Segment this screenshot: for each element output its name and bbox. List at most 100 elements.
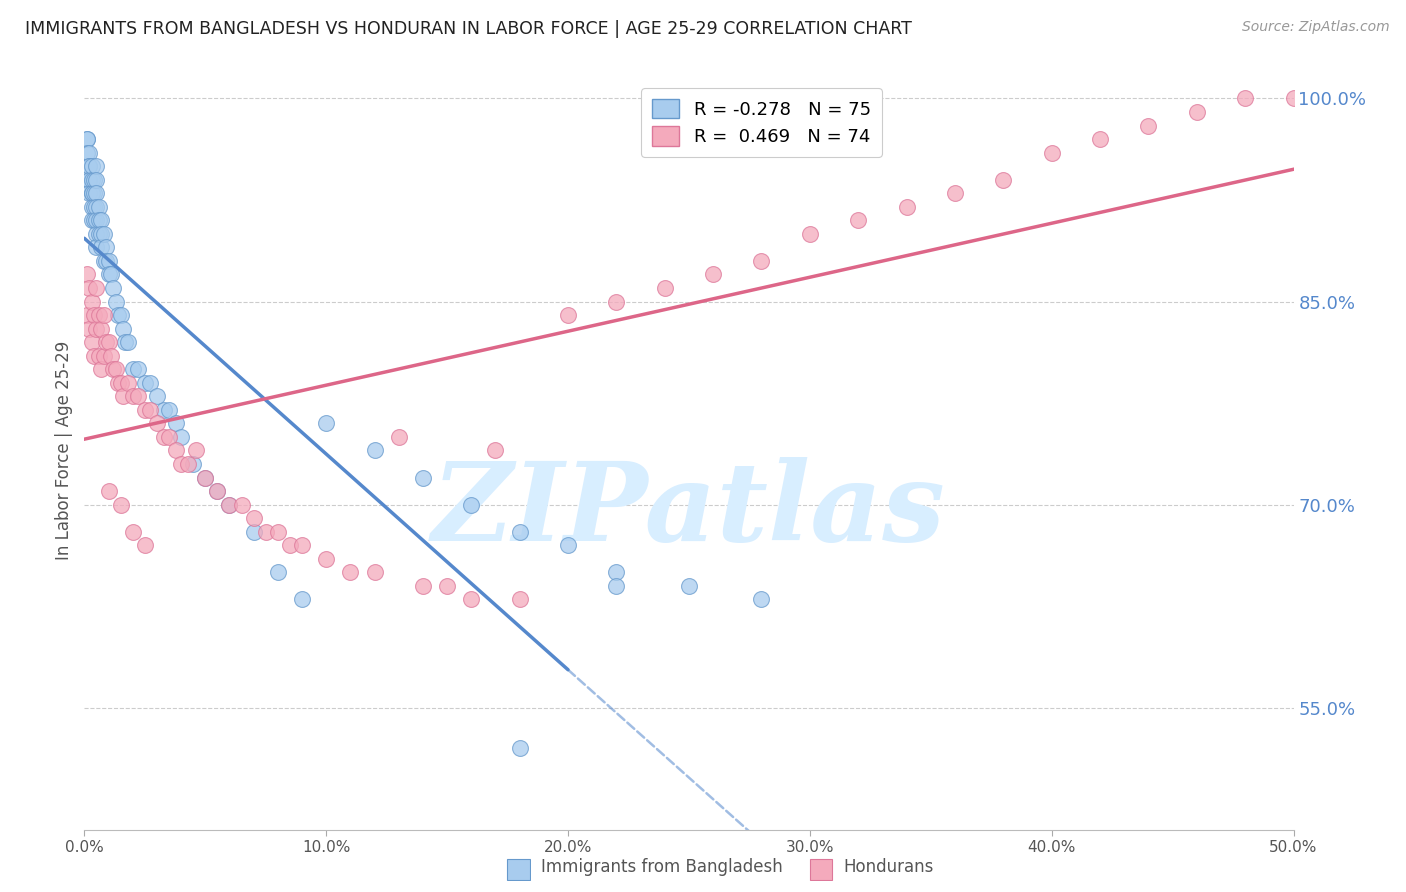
Point — [86, 186, 108, 201]
Point — [104, 362, 127, 376]
Point — [83, 213, 105, 227]
Point — [242, 511, 264, 525]
Point — [80, 172, 103, 186]
Point — [388, 430, 411, 444]
Point — [86, 240, 108, 254]
Point — [86, 227, 108, 241]
Point — [90, 240, 112, 254]
Point — [83, 349, 105, 363]
Point — [110, 376, 132, 390]
Point — [194, 470, 217, 484]
Point — [76, 308, 98, 322]
Point — [1282, 91, 1305, 105]
Point — [110, 498, 132, 512]
Point — [86, 213, 108, 227]
Point — [90, 227, 112, 241]
Point — [76, 132, 98, 146]
Point — [112, 321, 135, 335]
Point — [278, 538, 301, 552]
Text: IMMIGRANTS FROM BANGLADESH VS HONDURAN IN LABOR FORCE | AGE 25-29 CORRELATION CH: IMMIGRANTS FROM BANGLADESH VS HONDURAN I… — [25, 20, 912, 37]
Point — [153, 430, 176, 444]
Point — [112, 389, 135, 403]
Point — [97, 268, 120, 282]
Point — [751, 254, 773, 268]
Point — [557, 538, 579, 552]
Point — [1040, 145, 1063, 160]
Legend: R = -0.278   N = 75, R =  0.469   N = 74: R = -0.278 N = 75, R = 0.469 N = 74 — [641, 88, 882, 157]
Point — [80, 335, 103, 350]
Point — [86, 172, 108, 186]
Text: Source: ZipAtlas.com: Source: ZipAtlas.com — [1241, 20, 1389, 34]
Point — [90, 213, 112, 227]
Point — [165, 417, 187, 431]
Point — [207, 484, 229, 499]
Point — [121, 362, 143, 376]
Point — [291, 538, 314, 552]
Point — [97, 335, 120, 350]
Point — [138, 376, 160, 390]
Point — [80, 294, 103, 309]
Point — [87, 200, 110, 214]
Point — [460, 498, 482, 512]
Point — [153, 402, 176, 417]
Point — [146, 417, 169, 431]
Point — [97, 484, 120, 499]
Point — [93, 254, 115, 268]
Point — [412, 579, 434, 593]
Point — [114, 335, 136, 350]
Point — [654, 281, 676, 295]
Point — [170, 430, 193, 444]
Point — [412, 470, 434, 484]
Point — [146, 389, 169, 403]
Point — [83, 172, 105, 186]
Point — [90, 321, 112, 335]
Point — [83, 308, 105, 322]
Point — [267, 524, 290, 539]
Point — [86, 321, 108, 335]
Point — [218, 498, 240, 512]
Point — [100, 349, 122, 363]
Point — [1234, 91, 1257, 105]
Point — [107, 376, 129, 390]
Point — [77, 145, 100, 160]
Point — [83, 186, 105, 201]
Point — [93, 227, 115, 241]
Text: ZIPatlas: ZIPatlas — [432, 458, 946, 565]
Point — [254, 524, 277, 539]
Point — [1137, 119, 1160, 133]
Point — [846, 213, 869, 227]
Point — [127, 389, 149, 403]
Point — [80, 213, 103, 227]
Point — [76, 268, 98, 282]
Point — [678, 579, 700, 593]
Point — [94, 240, 117, 254]
Point — [90, 362, 112, 376]
Point — [484, 443, 506, 458]
Point — [943, 186, 966, 201]
Point — [184, 443, 207, 458]
Point — [103, 362, 125, 376]
Point — [993, 172, 1015, 186]
Point — [117, 335, 139, 350]
Point — [509, 524, 531, 539]
Point — [83, 200, 105, 214]
Point — [107, 308, 129, 322]
Point — [181, 457, 204, 471]
Point — [605, 294, 627, 309]
Point — [87, 349, 110, 363]
Point — [242, 524, 264, 539]
Point — [77, 321, 100, 335]
Point — [93, 349, 115, 363]
Point — [170, 457, 193, 471]
Point — [605, 566, 627, 580]
Point — [557, 308, 579, 322]
Point — [363, 566, 385, 580]
Point — [87, 227, 110, 241]
Point — [605, 579, 627, 593]
Point — [509, 741, 531, 756]
Point — [86, 281, 108, 295]
Point — [460, 592, 482, 607]
Point — [134, 376, 156, 390]
Point — [339, 566, 361, 580]
Point — [80, 200, 103, 214]
